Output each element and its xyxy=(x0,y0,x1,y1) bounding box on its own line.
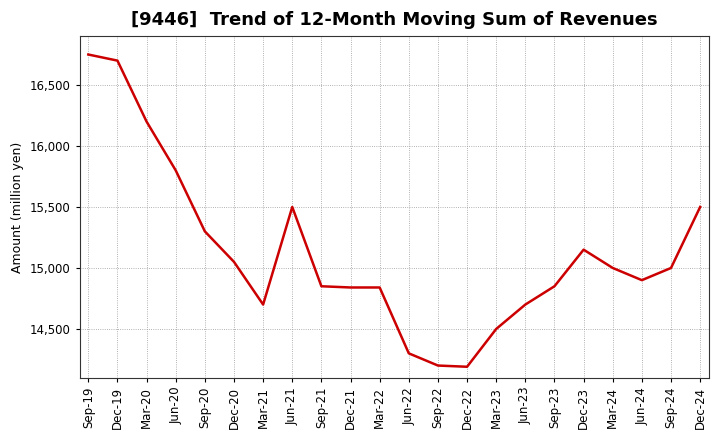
Y-axis label: Amount (million yen): Amount (million yen) xyxy=(11,141,24,273)
Title: [9446]  Trend of 12-Month Moving Sum of Revenues: [9446] Trend of 12-Month Moving Sum of R… xyxy=(131,11,657,29)
